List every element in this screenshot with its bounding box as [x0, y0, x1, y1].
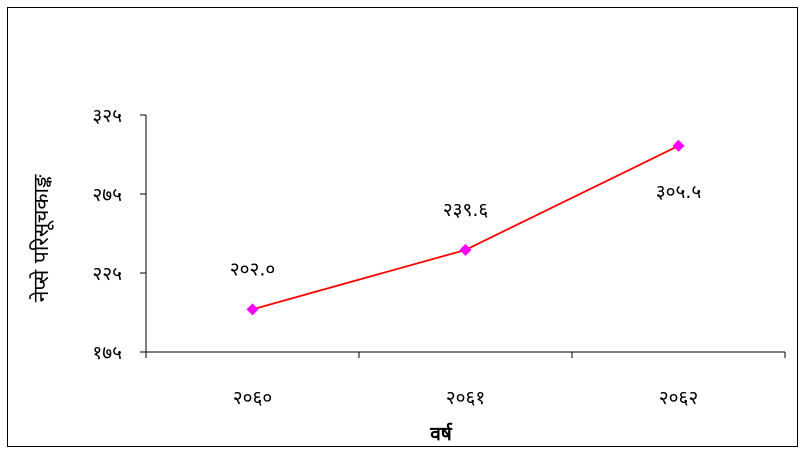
data-point-marker — [672, 139, 685, 152]
x-ticks: २०६० २०६१ २०६२ — [145, 352, 786, 409]
y-ticks: १७५ २२५ २७५ ३२५ — [92, 105, 146, 364]
data-label: ३०५.५ — [656, 181, 702, 203]
x-tick-label: २०६१ — [446, 387, 486, 409]
data-point-marker — [459, 243, 472, 256]
series-line — [252, 145, 679, 311]
y-axis-title: नेप्से परिसूचकाङ्क — [29, 174, 54, 302]
x-axis-title: वर्ष — [429, 422, 453, 445]
data-label: २३९.६ — [443, 199, 489, 221]
y-tick-label: २२५ — [92, 263, 122, 285]
x-tick-label: २०६० — [233, 387, 273, 409]
chart-frame — [7, 7, 798, 447]
y-tick-label: २७५ — [92, 184, 122, 206]
y-tick-label: ३२५ — [92, 105, 122, 127]
y-axis: १७५ २२५ २७५ ३२५ — [92, 105, 147, 364]
x-axis: २०६० २०६१ २०६२ — [145, 351, 786, 409]
y-tick-label: १७५ — [92, 342, 122, 364]
data-label: २०२.० — [230, 258, 276, 280]
data-point-marker — [246, 303, 259, 316]
series-layer: २०२.० २३९.६ ३०५.५ — [230, 139, 702, 316]
x-tick-label: २०६२ — [659, 387, 699, 409]
